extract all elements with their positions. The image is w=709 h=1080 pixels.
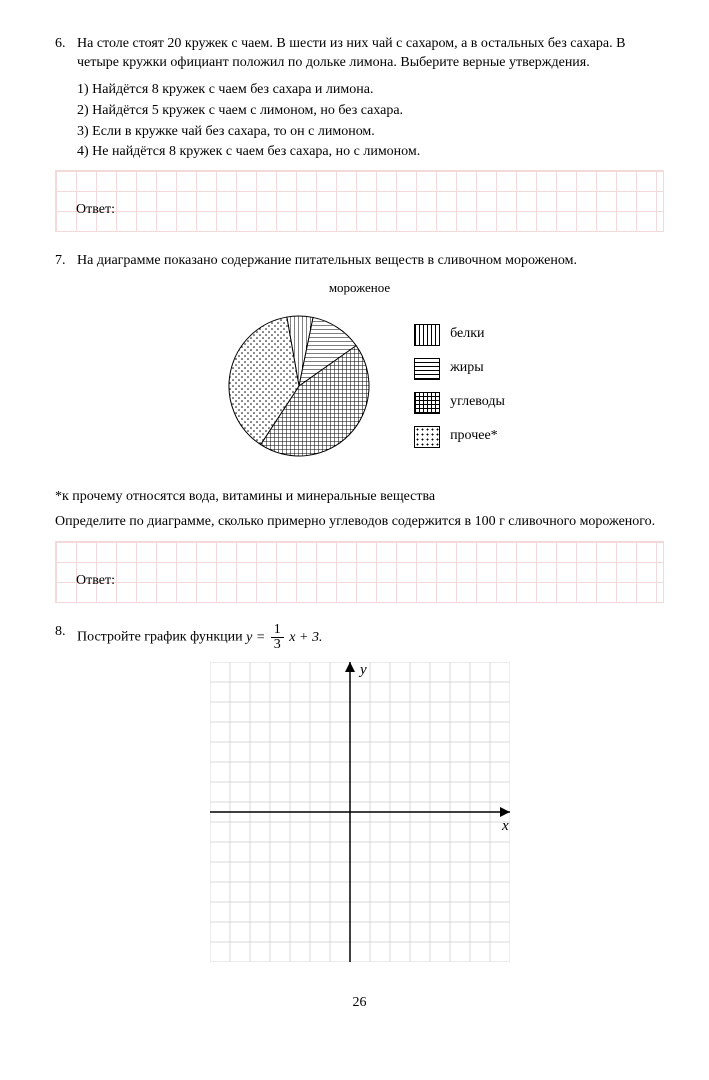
swatch-prochee <box>414 426 440 448</box>
pie-chart <box>214 301 384 471</box>
legend-uglevody: углеводы <box>414 392 505 414</box>
page-number: 26 <box>55 994 664 1013</box>
legend-label-zhiry: жиры <box>450 359 484 378</box>
q8-number: 8. <box>55 623 77 652</box>
legend-label-belki: белки <box>450 325 484 344</box>
q6-opt-3: 3) Если в кружке чай без сахара, то он с… <box>77 123 664 142</box>
legend-prochee: прочее* <box>414 426 505 448</box>
svg-text:y: y <box>358 662 367 678</box>
legend-belki: белки <box>414 324 505 346</box>
q7-footnote: *к прочему относятся вода, витамины и ми… <box>55 488 664 507</box>
q8-eq: = <box>252 630 268 645</box>
q6-number: 6. <box>55 35 77 73</box>
q8-formula: y = 13 x + 3. <box>246 630 322 645</box>
q6-opt-2: 2) Найдётся 5 кружек с чаем с лимоном, н… <box>77 102 664 121</box>
swatch-belki <box>414 324 440 346</box>
q7-task: Определите по диаграмме, сколько примерн… <box>55 513 664 532</box>
q6-answer-label: Ответ: <box>76 201 115 220</box>
q8-text-pre: Постройте график функции <box>77 630 246 645</box>
q6-options: 1) Найдётся 8 кружек с чаем без сахара и… <box>77 81 664 163</box>
q7-answer-box[interactable]: Ответ: <box>55 541 664 603</box>
q7-chart: мороженое <box>55 279 664 477</box>
q7-text: На диаграмме показано содержание питател… <box>77 252 664 271</box>
page: 6. На столе стоят 20 кружек с чаем. В ше… <box>0 0 709 1033</box>
q7-chart-title: мороженое <box>55 279 664 297</box>
q6-text: На столе стоят 20 кружек с чаем. В шести… <box>77 35 664 73</box>
question-6: 6. На столе стоят 20 кружек с чаем. В ше… <box>55 35 664 73</box>
swatch-uglevody <box>414 392 440 414</box>
q7-answer-label: Ответ: <box>76 572 115 591</box>
q8-post: x + 3. <box>286 630 323 645</box>
q6-opt-4: 4) Не найдётся 8 кружек с чаем без сахар… <box>77 143 664 162</box>
q7-legend: белки жиры углеводы прочее* <box>414 324 505 448</box>
legend-label-prochee: прочее* <box>450 427 498 446</box>
q7-number: 7. <box>55 252 77 271</box>
q8-text: Постройте график функции y = 13 x + 3. <box>77 623 664 652</box>
q8-fraction: 13 <box>271 623 284 652</box>
q8-frac-n: 1 <box>271 623 284 638</box>
swatch-zhiry <box>414 358 440 380</box>
question-7: 7. На диаграмме показано содержание пита… <box>55 252 664 271</box>
q8-graph: xy <box>55 662 664 969</box>
legend-label-uglevody: углеводы <box>450 393 505 412</box>
q8-frac-d: 3 <box>271 638 284 652</box>
question-8: 8. Постройте график функции y = 13 x + 3… <box>55 623 664 652</box>
svg-text:x: x <box>501 818 509 834</box>
q6-opt-1: 1) Найдётся 8 кружек с чаем без сахара и… <box>77 81 664 100</box>
legend-zhiry: жиры <box>414 358 505 380</box>
coordinate-grid: xy <box>210 662 510 962</box>
q6-answer-box[interactable]: Ответ: <box>55 170 664 232</box>
